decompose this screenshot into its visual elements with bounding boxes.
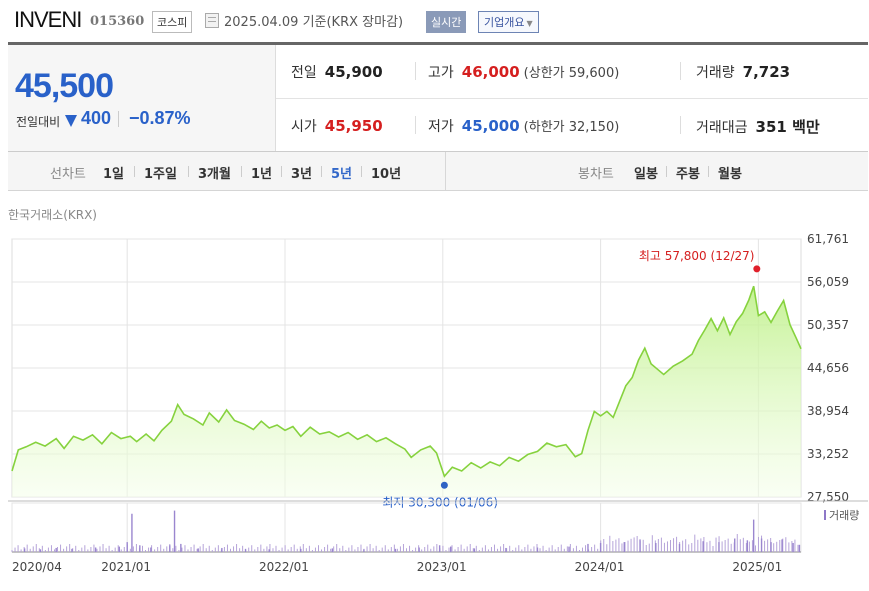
period-3m[interactable]: 3개월 (198, 167, 231, 182)
x-tick-label: 2024/01 (575, 560, 625, 574)
toolbar-divider (241, 166, 242, 177)
toolbar-section-divider (445, 152, 446, 190)
open-value: 45,950 (324, 117, 383, 135)
x-tick-label: 2021/01 (101, 560, 151, 574)
max-point (753, 265, 761, 273)
toolbar-divider (188, 166, 189, 177)
calendar-icon (205, 13, 219, 28)
high-value: 46,000 (461, 63, 520, 81)
y-tick-label: 50,357 (807, 318, 849, 332)
x-tick-label: 2023/01 (417, 560, 467, 574)
low-label: 저가 (428, 119, 454, 135)
stock-code: 015360 (90, 14, 145, 29)
realtime-button[interactable]: 실시간 (426, 11, 467, 33)
y-tick-label: 61,761 (807, 232, 849, 246)
amount-value: 351 백만 (755, 118, 820, 136)
price-line (11, 285, 802, 478)
y-tick-label: 44,656 (807, 361, 849, 375)
price-area (12, 286, 801, 497)
chart-toolbar: 선차트 1일 1주일 3개월 1년 3년 5년 10년 봉차트 일봉 주봉 월봉 (8, 152, 868, 191)
candle-monthly[interactable]: 월봉 (718, 167, 742, 182)
prev-close-value: 45,900 (324, 63, 383, 81)
max-label: 최고 57,800 (12/27) (639, 249, 755, 263)
quote-row-divider (276, 98, 868, 99)
upper-limit: (상한가 59,600) (523, 66, 620, 81)
stock-header: INVENI 015360 코스피 2025.04.09 기준(KRX 장마감)… (0, 0, 869, 42)
company-info-dropdown[interactable]: 기업개요 ▼ (478, 11, 539, 33)
trade-amount: 거래대금 351 백만 (696, 116, 820, 137)
cell-divider (415, 62, 416, 80)
amount-label: 거래대금 (696, 120, 748, 136)
y-tick-label: 56,059 (807, 275, 849, 289)
low-value: 45,000 (461, 117, 520, 135)
y-tick-label: 33,252 (807, 447, 849, 461)
change-percent: −0.87% (129, 108, 191, 128)
candle-weekly[interactable]: 주봉 (676, 167, 700, 182)
low-price: 저가 45,000 (하한가 32,150) (428, 116, 619, 136)
company-info-label: 기업개요 (484, 16, 525, 29)
min-point (440, 481, 448, 489)
open-label: 시가 (291, 119, 317, 135)
volume-value: 7,723 (742, 63, 791, 81)
candle-chart-label: 봉차트 (578, 167, 614, 182)
quote-panel: 45,500 전일대비 400 −0.87% 전일 45,900 고가 46,000… (8, 45, 868, 152)
volume-legend-label: 거래량 (829, 509, 859, 522)
down-triangle-icon (65, 115, 77, 127)
cell-divider (680, 62, 681, 80)
toolbar-divider (134, 166, 135, 177)
period-5y[interactable]: 5년 (331, 167, 353, 182)
x-tick-label: 2022/01 (259, 560, 309, 574)
base-date: 2025.04.09 기준(KRX 장마감) (224, 15, 404, 30)
change-amount: 400 (81, 108, 112, 128)
toolbar-divider (666, 166, 667, 177)
header-divider (8, 42, 868, 45)
lower-limit: (하한가 32,150) (523, 120, 620, 135)
volume-legend-swatch (824, 510, 826, 520)
candle-daily[interactable]: 일봉 (634, 167, 658, 182)
x-tick-label: 2025/01 (732, 560, 782, 574)
line-chart-label: 선차트 (50, 167, 86, 182)
chevron-down-icon: ▼ (526, 19, 533, 28)
min-label: 최저 30,300 (01/06) (382, 495, 498, 509)
toolbar-divider (708, 166, 709, 177)
prev-close: 전일 45,900 (291, 62, 383, 82)
period-10y[interactable]: 10년 (371, 167, 402, 182)
change-label: 전일대비 (16, 115, 61, 129)
prev-close-label: 전일 (291, 65, 317, 81)
period-3y[interactable]: 3년 (291, 167, 313, 182)
current-price: 45,500 (15, 67, 114, 105)
change-divider (118, 111, 119, 127)
volume: 거래량 7,723 (696, 62, 790, 82)
period-1d[interactable]: 1일 (103, 167, 125, 182)
price-summary: 45,500 전일대비 400 −0.87% (8, 45, 276, 151)
cell-divider (680, 116, 681, 134)
period-1y[interactable]: 1년 (251, 167, 273, 182)
y-tick-label: 27,550 (807, 490, 849, 504)
toolbar-divider (281, 166, 282, 177)
period-1w[interactable]: 1주일 (144, 167, 177, 182)
stock-name: INVENI (14, 7, 82, 32)
cell-divider (415, 116, 416, 134)
open-price: 시가 45,950 (291, 116, 383, 136)
x-tick-label: 2020/04 (12, 560, 62, 574)
high-price: 고가 46,000 (상한가 59,600) (428, 62, 619, 82)
y-tick-label: 38,954 (807, 404, 849, 418)
market-badge: 코스피 (152, 11, 193, 33)
toolbar-divider (361, 166, 362, 177)
chart-source: 한국거래소(KRX) (8, 208, 97, 222)
volume-label: 거래량 (696, 65, 735, 81)
high-label: 고가 (428, 65, 454, 81)
toolbar-divider (321, 166, 322, 177)
